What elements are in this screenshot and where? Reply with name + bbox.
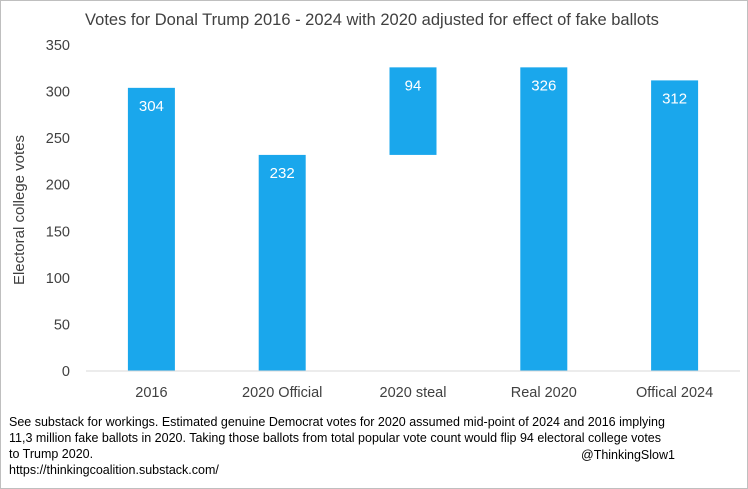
y-tick-label: 150 xyxy=(46,224,70,240)
x-axis-ticks: 2016 2020 Official 2020 steal Real 2020 Offi… xyxy=(135,385,713,401)
footnote-line: to Trump 2020. xyxy=(9,447,94,461)
bars: 304 232 94 326 312 xyxy=(127,67,699,372)
y-tick-label: 250 xyxy=(46,131,70,147)
data-label: 94 xyxy=(405,77,422,94)
chart-title: Votes for Donal Trump 2016 - 2024 with 2… xyxy=(85,11,659,29)
x-tick-label: 2020 Official xyxy=(242,385,322,401)
bar xyxy=(651,80,699,371)
y-tick-label: 100 xyxy=(46,271,70,287)
bar-chart: Votes for Donal Trump 2016 - 2024 with 2… xyxy=(11,11,740,401)
x-tick-label: 2016 xyxy=(135,385,167,401)
data-label: 326 xyxy=(531,77,556,94)
author-handle: @ThinkingSlow1 xyxy=(581,448,675,462)
bar xyxy=(520,67,568,372)
y-axis-ticks: 0 50 100 150 200 250 300 350 xyxy=(46,38,70,380)
y-tick-label: 350 xyxy=(46,38,70,54)
y-tick-label: 0 xyxy=(62,364,70,380)
footnote-line: See substack for workings. Estimated gen… xyxy=(9,415,665,429)
y-tick-label: 300 xyxy=(46,85,70,101)
y-tick-label: 50 xyxy=(54,317,70,333)
bar xyxy=(258,154,306,371)
y-axis-label: Electoral college votes xyxy=(11,135,28,285)
data-label: 312 xyxy=(662,90,687,107)
data-label: 232 xyxy=(270,165,295,182)
data-label: 304 xyxy=(139,98,164,115)
bar xyxy=(127,87,175,372)
footnote: See substack for workings. Estimated gen… xyxy=(9,414,709,478)
x-tick-label: Offical 2024 xyxy=(636,385,713,401)
x-tick-label: Real 2020 xyxy=(511,385,577,401)
y-tick-label: 200 xyxy=(46,178,70,194)
x-tick-label: 2020 steal xyxy=(380,385,447,401)
footnote-line: 11,3 million fake ballots in 2020. Takin… xyxy=(9,431,662,445)
footnote-url: https://thinkingcoalition.substack.com/ xyxy=(9,463,219,477)
bar xyxy=(389,67,437,155)
